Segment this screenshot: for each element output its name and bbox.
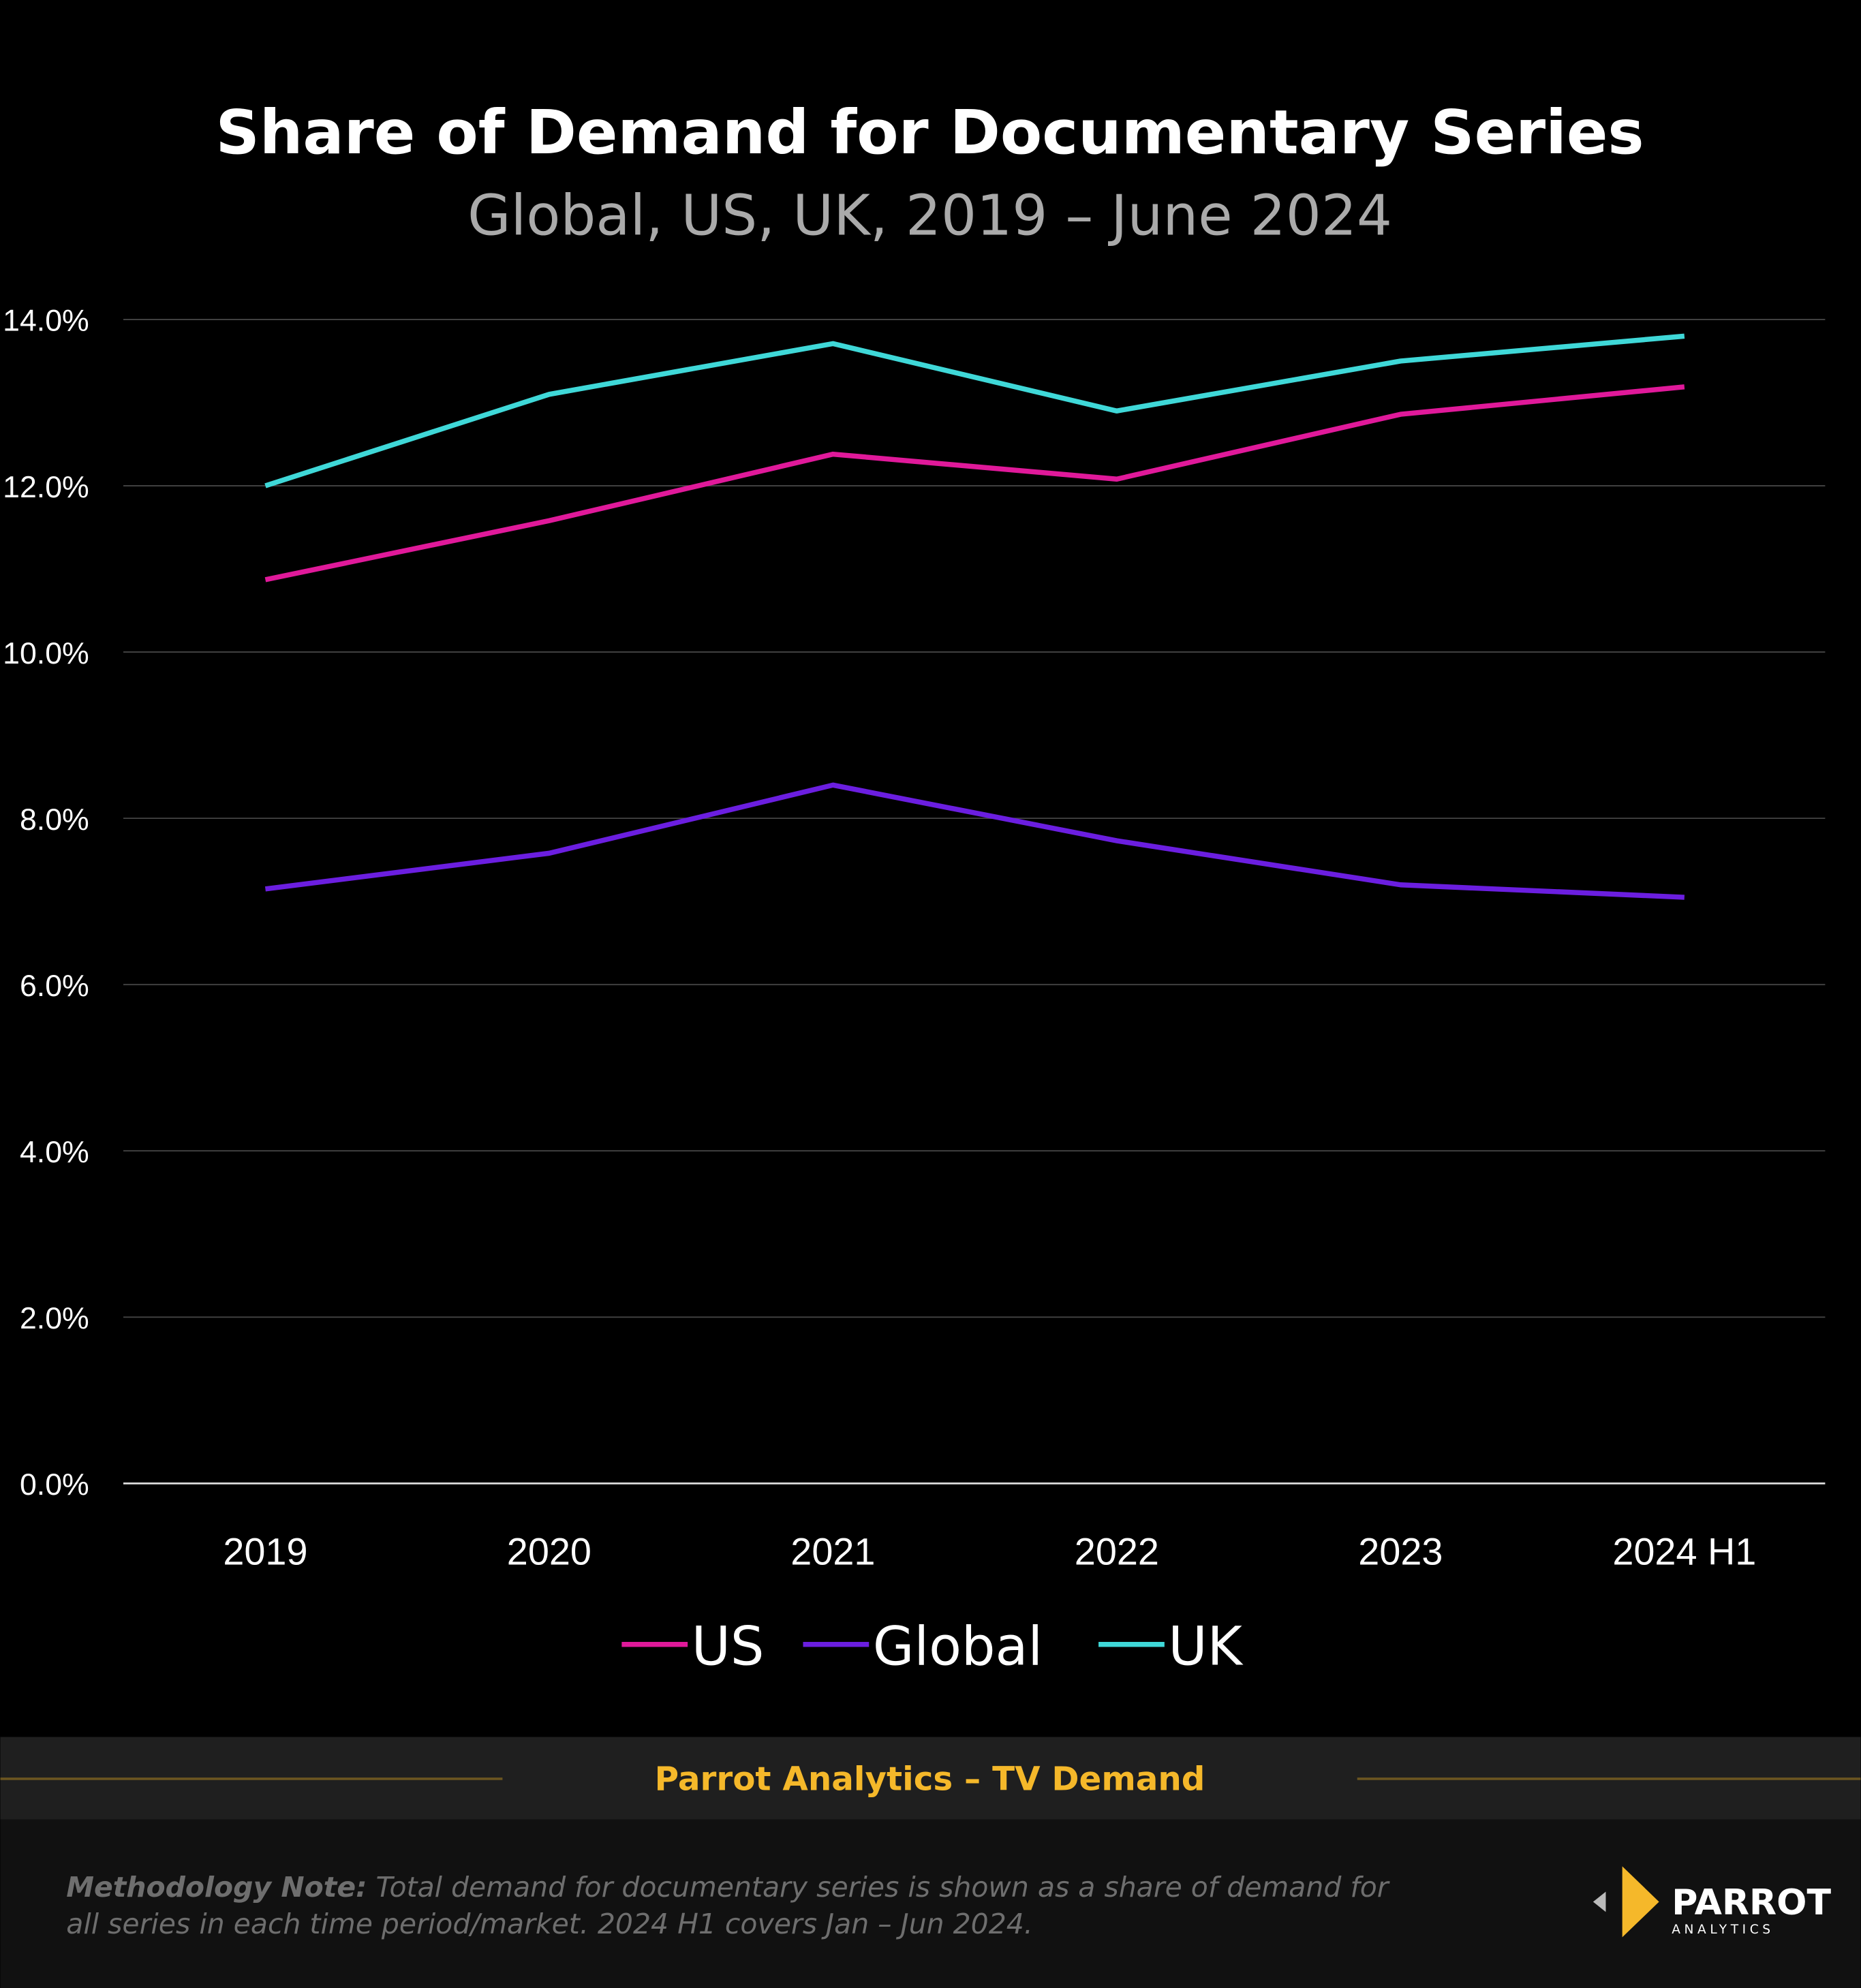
legend-label-uk: UK bbox=[1168, 1615, 1243, 1677]
methodology-note-label: Methodology Note: bbox=[66, 1871, 367, 1904]
methodology-note-line1: Methodology Note: Total demand for docum… bbox=[66, 1871, 1390, 1904]
legend-label-global: Global bbox=[873, 1615, 1043, 1677]
x-axis-ticks: 2019 2020 2021 2022 2023 2024 H1 bbox=[223, 1529, 1756, 1572]
series-line-uk bbox=[264, 333, 1685, 488]
y-tick-label: 2.0% bbox=[20, 1302, 89, 1335]
logo-sub: ANALYTICS bbox=[1672, 1923, 1774, 1937]
x-tick-label: 2022 bbox=[1075, 1529, 1159, 1572]
logo-name: PARROT bbox=[1672, 1882, 1831, 1923]
parrot-logo: PARROT ANALYTICS bbox=[1593, 1866, 1831, 1938]
brand-line: Parrot Analytics – TV Demand bbox=[655, 1760, 1205, 1799]
y-axis-ticks: 0.0% 2.0% 4.0% 6.0% 8.0% 10.0% 12.0% 14.0% bbox=[3, 305, 89, 1502]
x-tick-label: 2024 H1 bbox=[1612, 1529, 1756, 1572]
series-line-global bbox=[264, 782, 1685, 900]
chart-title: Share of Demand for Documentary Series bbox=[216, 97, 1644, 168]
x-tick-label: 2019 bbox=[223, 1529, 307, 1572]
x-tick-label: 2023 bbox=[1358, 1529, 1443, 1572]
chart-subtitle: Global, US, UK, 2019 – June 2024 bbox=[467, 183, 1392, 248]
series-lines bbox=[264, 333, 1685, 900]
methodology-note-line2: all series in each time period/market. 2… bbox=[66, 1908, 1033, 1940]
note-band bbox=[0, 1819, 1861, 1988]
logo-arrow-icon bbox=[1593, 1891, 1606, 1912]
series-line-us bbox=[264, 384, 1685, 583]
methodology-note-text1: Total demand for documentary series is s… bbox=[376, 1871, 1390, 1904]
gridlines bbox=[123, 319, 1826, 1485]
y-tick-label: 6.0% bbox=[20, 969, 89, 1003]
y-tick-label: 0.0% bbox=[20, 1468, 89, 1502]
x-tick-label: 2020 bbox=[507, 1529, 591, 1572]
y-tick-label: 4.0% bbox=[20, 1136, 89, 1169]
legend-label-us: US bbox=[692, 1615, 765, 1677]
y-tick-label: 10.0% bbox=[3, 637, 89, 670]
y-tick-label: 8.0% bbox=[20, 803, 89, 837]
y-tick-label: 12.0% bbox=[3, 471, 89, 504]
y-tick-label: 14.0% bbox=[3, 305, 89, 338]
logo-wing-icon bbox=[1622, 1866, 1659, 1938]
legend: US Global UK bbox=[621, 1615, 1244, 1677]
x-tick-label: 2021 bbox=[790, 1529, 875, 1572]
